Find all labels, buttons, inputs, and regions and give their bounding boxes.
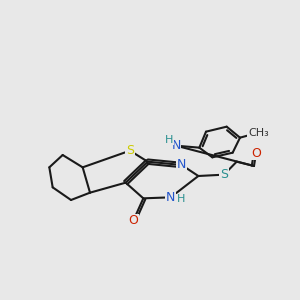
Text: N: N (166, 191, 175, 204)
Text: S: S (220, 168, 228, 181)
Text: O: O (128, 214, 138, 227)
Text: N: N (177, 158, 186, 172)
Text: N: N (171, 139, 181, 152)
Text: CH₃: CH₃ (248, 128, 269, 138)
Text: H: H (165, 135, 173, 145)
Text: O: O (251, 147, 261, 160)
Text: S: S (126, 144, 134, 157)
Text: H: H (176, 194, 185, 204)
